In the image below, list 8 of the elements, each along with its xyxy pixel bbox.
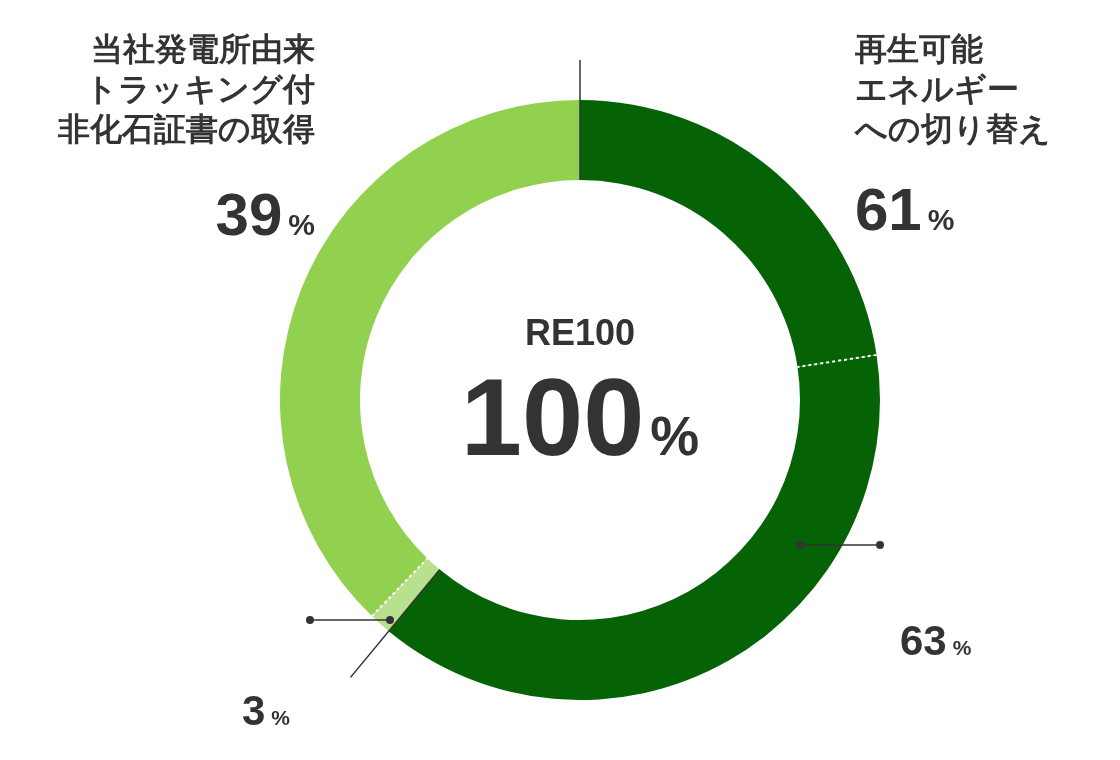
text: 63%	[900, 617, 972, 664]
text: 100%	[460, 355, 700, 478]
text: 39%	[215, 181, 315, 248]
slice-label: 再生可能エネルギーへの切り替え	[854, 31, 1051, 147]
text: 61%	[855, 176, 955, 243]
slice-label: 当社発電所由来トラッキング付非化石証書の取得	[57, 31, 315, 147]
text: 3%	[241, 687, 291, 734]
text: RE100	[524, 312, 636, 353]
